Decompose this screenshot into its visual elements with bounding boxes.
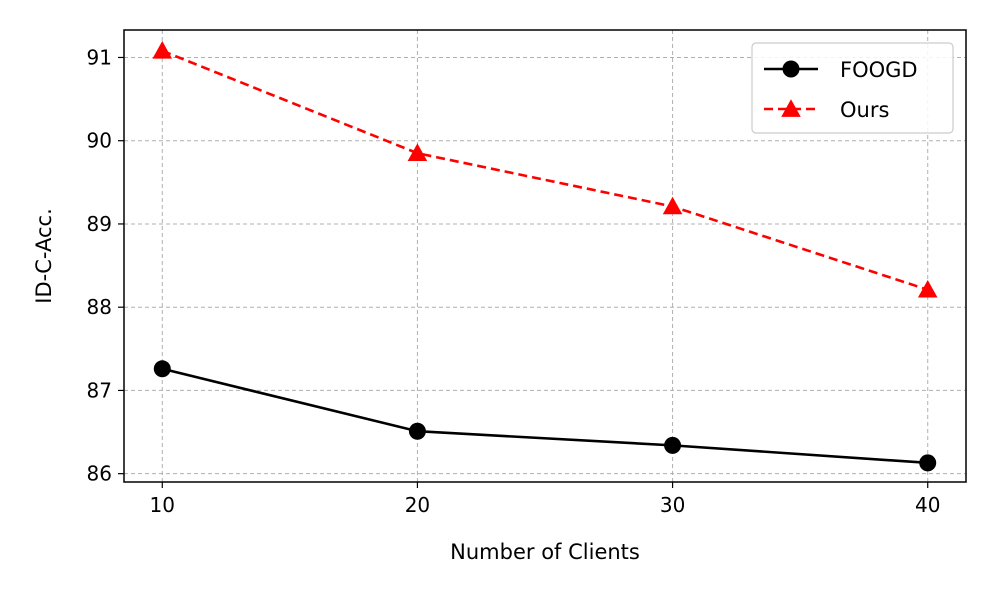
- legend-label: FOOGD: [840, 58, 918, 82]
- series-0: [153, 360, 937, 472]
- data-point: [153, 360, 171, 378]
- y-tick-label: 90: [87, 129, 112, 153]
- x-tick-label: 40: [915, 493, 940, 517]
- data-point: [664, 436, 682, 454]
- legend-item: Ours: [764, 98, 889, 122]
- legend-marker: [781, 99, 801, 117]
- data-point: [152, 41, 173, 59]
- y-tick-label: 87: [87, 378, 112, 402]
- axis-ticks: 10 20 30 40 86 87 88 89 90 91: [87, 45, 941, 517]
- legend-item: FOOGD: [764, 58, 918, 82]
- legend: FOOGD Ours: [751, 42, 954, 134]
- data-point: [408, 422, 426, 440]
- data-point: [407, 143, 428, 162]
- plot-area-frame: [123, 29, 967, 483]
- grid: [124, 30, 966, 482]
- series-line: [161, 367, 928, 465]
- y-tick-label: 86: [87, 462, 112, 486]
- series-1: [152, 41, 938, 298]
- legend-marker: [782, 60, 800, 78]
- data-point: [919, 454, 937, 472]
- legend-label: Ours: [840, 98, 889, 122]
- data-point: [662, 196, 683, 215]
- y-axis-label: ID-C-Acc.: [32, 208, 56, 303]
- data-point: [917, 279, 938, 298]
- y-tick-label: 88: [87, 295, 112, 319]
- x-tick-label: 30: [660, 493, 685, 517]
- y-tick-label: 89: [87, 212, 112, 236]
- x-tick-label: 20: [405, 493, 430, 517]
- series-layer: [152, 41, 938, 472]
- x-tick-label: 10: [150, 493, 175, 517]
- legend-box: [751, 42, 954, 134]
- y-tick-label: 91: [87, 45, 112, 69]
- x-axis-label: Number of Clients: [450, 540, 640, 564]
